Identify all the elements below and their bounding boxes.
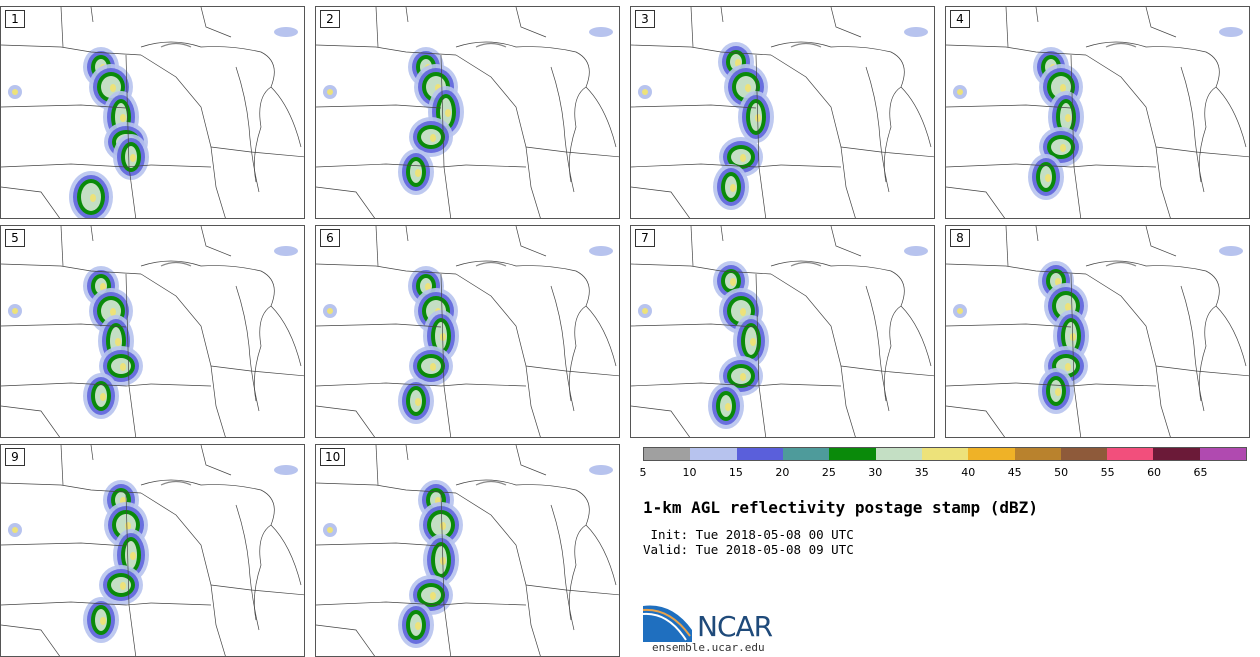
plot-title: 1-km AGL reflectivity postage stamp (dBZ… [643, 498, 1038, 517]
colorbar-segment [644, 448, 691, 460]
member-panel: 1 [0, 6, 305, 219]
init-time: Init: Tue 2018-05-08 00 UTC [643, 527, 854, 542]
colorbar-tick-label: 55 [1100, 466, 1115, 479]
member-panel: 9 [0, 444, 305, 657]
site-url: ensemble.ucar.edu [652, 641, 765, 654]
member-panel: 4 [945, 6, 1250, 219]
valid-time: Valid: Tue 2018-05-08 09 UTC [643, 542, 854, 557]
colorbar-segment [968, 448, 1015, 460]
member-panel: 6 [315, 225, 620, 438]
colorbar-segment [921, 448, 969, 460]
ncar-logo-icon [642, 605, 692, 642]
member-label: 10 [320, 448, 346, 466]
colorbar-segment [1014, 448, 1061, 460]
member-panel: 5 [0, 225, 305, 438]
member-label: 2 [320, 10, 340, 28]
colorbar-tick-label: 25 [821, 466, 836, 479]
member-label: 9 [5, 448, 25, 466]
colorbar-tick-label: 60 [1147, 466, 1162, 479]
member-label: 1 [5, 10, 25, 28]
colorbar-segment [736, 448, 783, 460]
member-panel: 3 [630, 6, 935, 219]
colorbar-tick-label: 15 [728, 466, 743, 479]
member-label: 3 [635, 10, 655, 28]
member-panel: 10 [315, 444, 620, 657]
colorbar-segment [690, 448, 737, 460]
colorbar-tick-label: 40 [961, 466, 976, 479]
colorbar-segment [1107, 448, 1154, 460]
member-label: 4 [950, 10, 970, 28]
colorbar-tick-label: 35 [914, 466, 929, 479]
colorbar-segment [1153, 448, 1200, 460]
member-label: 8 [950, 229, 970, 247]
member-label: 6 [320, 229, 340, 247]
colorbar-tick-label: 45 [1007, 466, 1022, 479]
colorbar-segment [1060, 448, 1108, 460]
member-panel: 2 [315, 6, 620, 219]
colorbar-tick-label: 50 [1054, 466, 1069, 479]
member-panel: 7 [630, 225, 935, 438]
member-label: 5 [5, 229, 25, 247]
reflectivity-colorbar [643, 447, 1247, 461]
colorbar-segment [875, 448, 922, 460]
colorbar-tick-label: 20 [775, 466, 790, 479]
colorbar-tick-label: 30 [868, 466, 883, 479]
member-panel: 8 [945, 225, 1250, 438]
colorbar-tick-label: 10 [682, 466, 697, 479]
colorbar-tick-label: 5 [639, 466, 647, 479]
colorbar-segment [829, 448, 876, 460]
colorbar-segment [1199, 448, 1247, 460]
colorbar-segment [782, 448, 830, 460]
member-label: 7 [635, 229, 655, 247]
logo-text: NCAR [697, 610, 773, 643]
colorbar-tick-label: 65 [1193, 466, 1208, 479]
